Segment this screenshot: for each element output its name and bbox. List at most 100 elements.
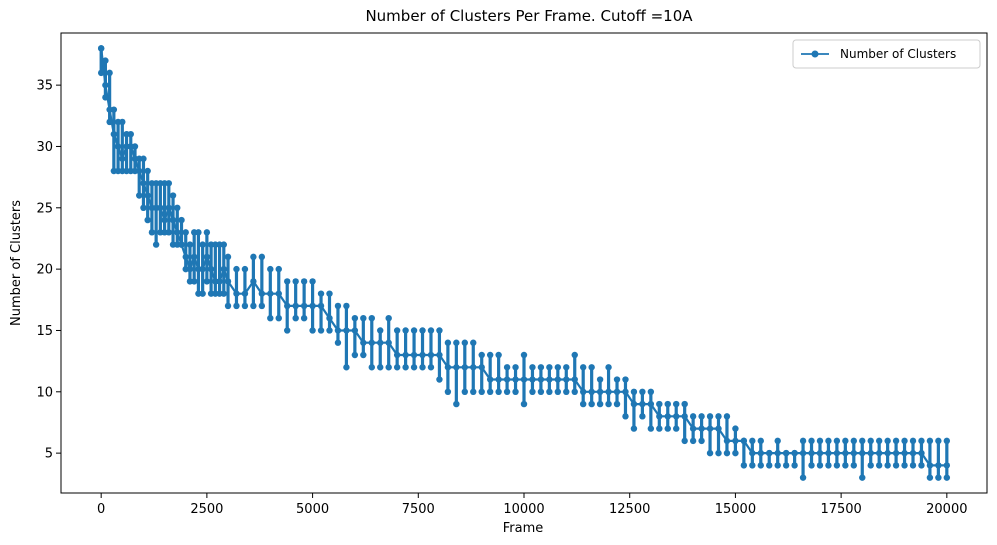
data-point-upper — [681, 400, 688, 408]
data-point-upper — [689, 413, 697, 420]
data-point-lower — [144, 216, 151, 224]
data-point-upper — [918, 437, 925, 445]
data-point-upper — [503, 364, 511, 371]
data-point-value — [512, 376, 519, 383]
data-point-value — [537, 376, 545, 383]
data-point-value — [427, 351, 435, 359]
data-point-lower — [140, 204, 147, 211]
data-point-value — [444, 364, 452, 371]
data-point-lower — [178, 241, 185, 248]
data-point-lower — [588, 400, 595, 408]
data-point-lower — [622, 413, 629, 420]
data-point-upper — [647, 388, 655, 395]
data-point-value — [360, 339, 367, 346]
data-point-lower — [546, 388, 553, 395]
data-point-upper — [165, 180, 173, 187]
data-point-lower — [368, 364, 375, 371]
data-point-value — [486, 376, 494, 383]
data-point-upper — [579, 364, 587, 371]
data-point-lower — [512, 388, 519, 395]
data-point-lower — [723, 449, 731, 457]
data-point-value — [207, 265, 215, 273]
data-point-lower — [427, 364, 435, 371]
data-point-lower — [199, 290, 206, 297]
data-point-lower — [351, 351, 359, 359]
data-point-value — [926, 462, 934, 469]
data-point-upper — [140, 155, 147, 162]
data-point-value — [410, 351, 418, 359]
data-point-value — [368, 339, 375, 346]
data-point-upper — [470, 339, 477, 346]
data-point-upper — [275, 265, 282, 273]
data-point-lower — [470, 388, 477, 395]
data-point-value — [943, 462, 951, 469]
data-point-lower — [630, 425, 638, 432]
data-point-value — [385, 339, 392, 346]
data-point-upper — [926, 437, 934, 445]
data-point-value — [495, 376, 502, 383]
data-point-lower — [935, 474, 942, 481]
data-point-lower — [152, 241, 160, 248]
data-point-value — [267, 290, 274, 297]
data-point-lower — [165, 229, 173, 236]
x-tick-label: 17500 — [820, 502, 861, 517]
data-point-value — [605, 388, 612, 395]
data-point-lower — [300, 315, 308, 322]
data-point-upper — [317, 290, 325, 297]
data-point-lower — [520, 400, 528, 408]
data-point-lower — [825, 462, 832, 469]
data-point-value — [588, 388, 595, 395]
data-point-value — [740, 437, 748, 445]
data-point-lower — [656, 425, 663, 432]
data-point-value — [119, 155, 126, 162]
data-point-upper — [410, 327, 418, 334]
data-point-upper — [749, 437, 756, 445]
data-point-upper — [436, 327, 443, 334]
data-point-lower — [250, 302, 257, 310]
data-point-lower — [740, 462, 748, 469]
data-point-lower — [706, 449, 714, 457]
data-point-value — [275, 290, 282, 297]
data-point-upper — [326, 290, 333, 297]
data-point-value — [909, 449, 917, 457]
data-point-upper — [343, 302, 350, 310]
data-point-lower — [478, 388, 485, 395]
data-point-lower — [444, 388, 452, 395]
data-point-value — [622, 388, 629, 395]
data-point-upper — [241, 265, 249, 273]
data-point-value — [808, 449, 815, 457]
data-point-value — [791, 449, 798, 457]
data-point-upper — [453, 339, 460, 346]
data-point-lower — [309, 327, 316, 334]
data-point-lower — [859, 474, 866, 481]
data-point-upper — [461, 339, 469, 346]
data-point-value — [901, 449, 908, 457]
data-point-lower — [681, 437, 688, 445]
data-point-upper — [698, 413, 705, 420]
data-point-value — [186, 265, 194, 273]
x-tick-label: 10000 — [503, 502, 544, 517]
data-point-lower — [461, 388, 469, 395]
data-point-lower — [203, 278, 211, 285]
data-point-lower — [419, 364, 426, 371]
data-point-upper — [554, 364, 562, 371]
data-point-upper — [732, 425, 739, 432]
y-axis-label: Number of Clusters — [9, 200, 24, 326]
data-point-value — [377, 339, 384, 346]
data-point-value — [224, 278, 232, 285]
data-point-value — [639, 400, 646, 408]
data-point-lower — [102, 94, 109, 101]
x-tick-label: 12500 — [609, 502, 650, 517]
x-tick-label: 0 — [97, 502, 105, 517]
data-point-value — [766, 449, 773, 457]
data-point-upper — [131, 143, 139, 150]
data-point-upper — [816, 437, 824, 445]
data-point-value — [715, 425, 722, 432]
data-point-upper — [512, 364, 519, 371]
data-point-lower — [410, 364, 418, 371]
data-point-value — [402, 351, 409, 359]
data-point-value — [842, 449, 849, 457]
data-point-upper — [757, 437, 764, 445]
data-point-value — [419, 351, 426, 359]
data-point-upper — [444, 339, 452, 346]
